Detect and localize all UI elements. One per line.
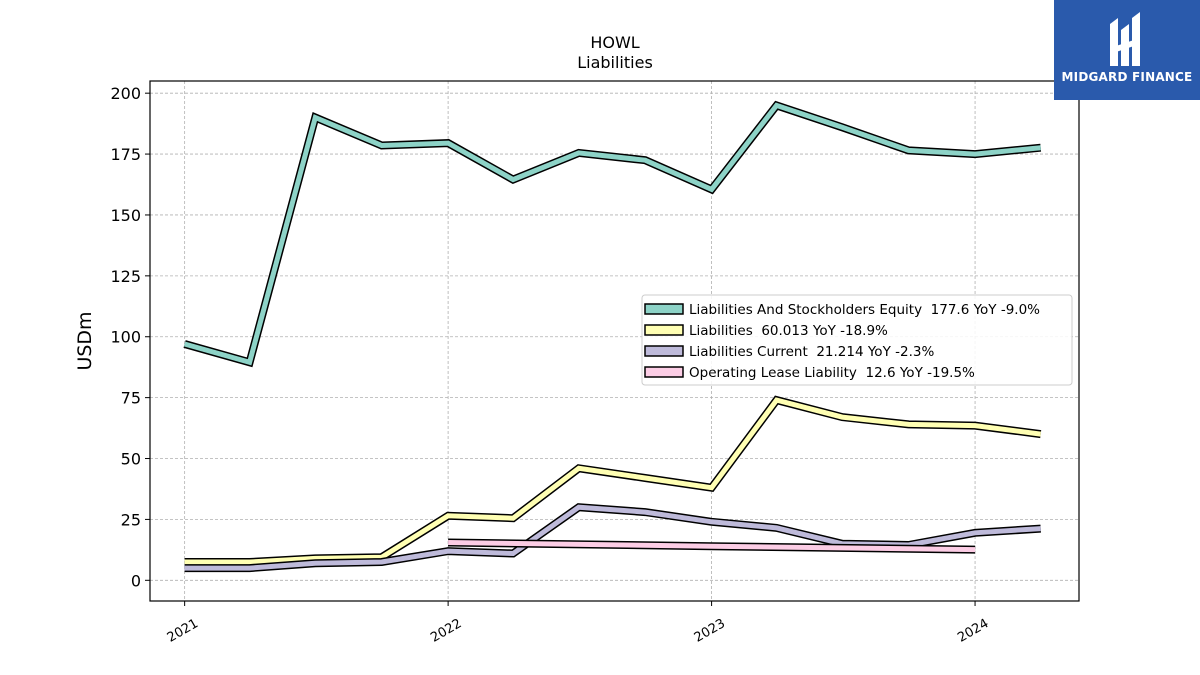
legend-box <box>641 294 1073 386</box>
legend: Liabilities And Stockholders Equity 177.… <box>641 294 1073 386</box>
logo-mark-icon <box>1110 12 1140 66</box>
series-line-3 <box>448 540 976 553</box>
x-tick-label: 2021 <box>165 616 201 646</box>
x-tick-label: 2023 <box>692 616 728 646</box>
legend-label-1: Liabilities 60.013 YoY -18.9% <box>689 323 888 339</box>
y-tick-label: 75 <box>121 389 141 408</box>
x-tick-label: 2022 <box>428 616 464 646</box>
x-tick-label: 2024 <box>955 616 991 646</box>
legend-label-0: Liabilities And Stockholders Equity 177.… <box>689 302 1040 318</box>
series-line-1 <box>184 397 1042 565</box>
legend-swatch-0 <box>644 303 684 315</box>
legend-label-3: Operating Lease Liability 12.6 YoY -19.5… <box>689 365 975 381</box>
chart-subtitle: Liabilities <box>577 53 653 72</box>
y-tick-label: 0 <box>131 571 141 590</box>
y-tick-label: 200 <box>110 84 141 103</box>
legend-swatch-2 <box>644 345 684 357</box>
y-axis-label: USDm <box>74 311 96 370</box>
series-line-0 <box>183 102 1041 366</box>
y-tick-label: 125 <box>110 267 141 286</box>
chart-title: HOWL <box>590 33 639 52</box>
legend-swatch-1 <box>644 324 684 336</box>
series-layer <box>183 100 1042 573</box>
y-tick-label: 50 <box>121 450 141 469</box>
y-tick-label: 25 <box>121 510 141 529</box>
logo-text: MIDGARD FINANCE <box>1061 70 1193 84</box>
y-tick-label: 175 <box>110 145 141 164</box>
legend-label-2: Liabilities Current 21.214 YoY -2.3% <box>689 344 934 360</box>
plot-frame <box>149 80 1080 602</box>
legend-swatch-3 <box>644 366 684 378</box>
y-tick-label: 100 <box>110 328 141 347</box>
brand-logo: MIDGARD FINANCE <box>1054 0 1200 100</box>
axis-ticks: 0 25 50 75 100 125 150 175 200 2021 2022 2023 2024 <box>110 84 991 646</box>
y-tick-label: 150 <box>110 206 141 225</box>
